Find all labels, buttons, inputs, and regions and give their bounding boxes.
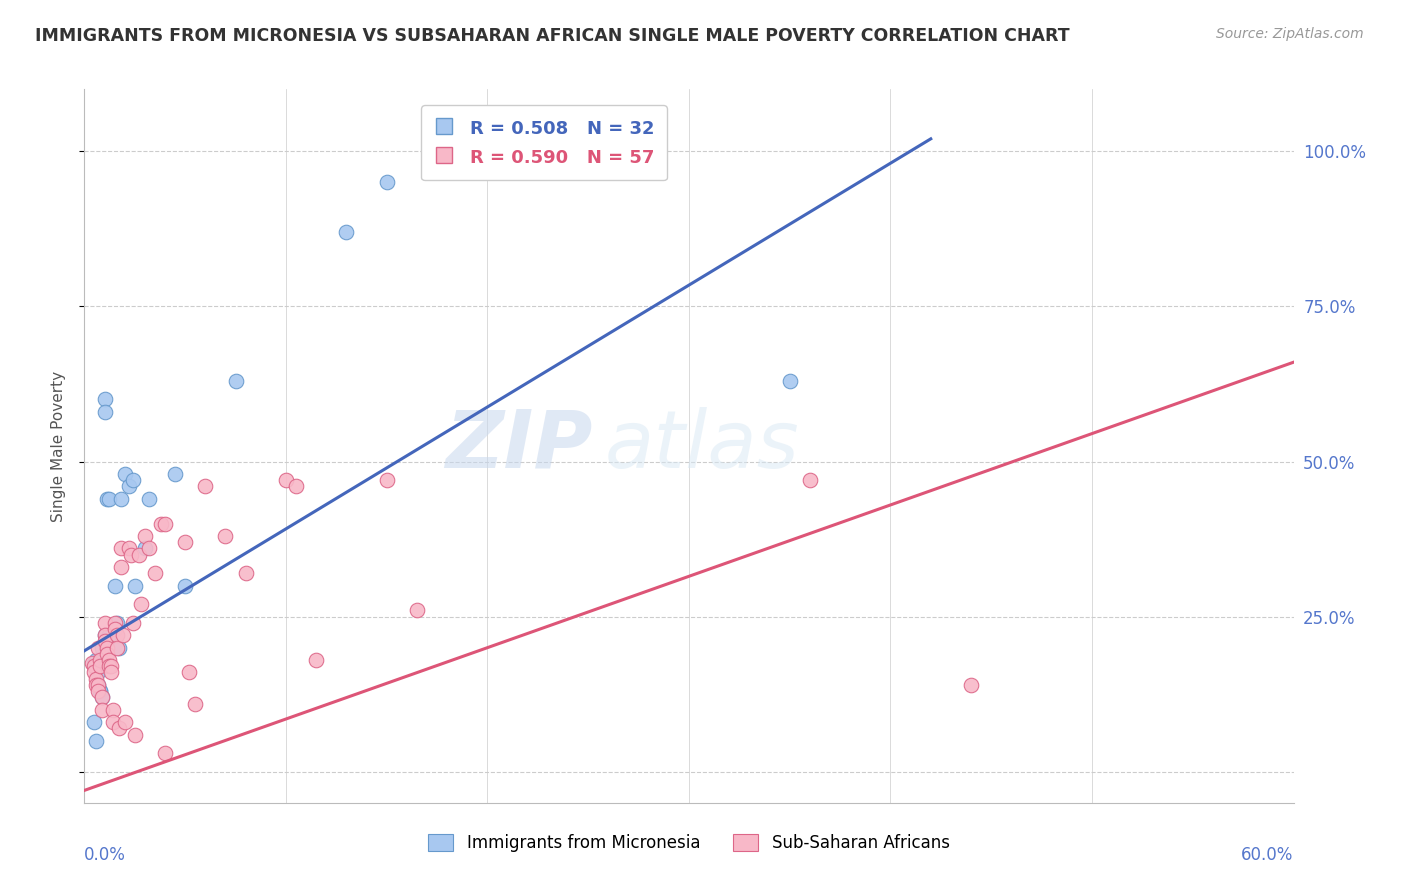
Point [799,473,821,487]
Point [114,467,136,481]
Point [100,659,122,673]
Point [96,491,118,506]
Point [83,656,105,670]
Text: 60.0%: 60.0% [1241,846,1294,863]
Point [86,653,108,667]
Point [82,656,104,670]
Point [134,529,156,543]
Point [89,684,111,698]
Point [149,516,172,531]
Point [91,703,114,717]
Point [87,640,110,655]
Point [111,628,134,642]
Point [93,634,115,648]
Point [174,535,197,549]
Point [375,175,398,189]
Point [86,678,108,692]
Point [87,678,110,692]
Text: Source: ZipAtlas.com: Source: ZipAtlas.com [1216,27,1364,41]
Point [89,653,111,667]
Point [118,479,141,493]
Point [93,628,115,642]
Point [93,615,115,630]
Point [124,727,146,741]
Point [134,541,156,556]
Point [89,684,111,698]
Point [104,615,127,630]
Point [225,374,247,388]
Point [121,473,143,487]
Point [174,579,197,593]
Point [406,603,429,617]
Point [86,733,108,747]
Point [179,665,201,680]
Point [87,684,110,698]
Text: ZIP: ZIP [444,407,592,485]
Point [97,628,120,642]
Point [105,628,128,642]
Point [114,715,136,730]
Point [105,640,128,655]
Point [107,722,129,736]
Point [91,640,114,655]
Point [153,746,176,760]
Point [153,516,176,531]
Point [104,622,127,636]
Point [93,392,115,407]
Point [194,479,217,493]
Point [100,665,122,680]
Text: IMMIGRANTS FROM MICRONESIA VS SUBSAHARAN AFRICAN SINGLE MALE POVERTY CORRELATION: IMMIGRANTS FROM MICRONESIA VS SUBSAHARAN… [35,27,1070,45]
Point [93,628,115,642]
Point [214,529,236,543]
Point [110,560,132,574]
Point [305,653,328,667]
Point [124,579,146,593]
Point [97,653,120,667]
Point [104,579,127,593]
Point [138,491,160,506]
Point [101,703,124,717]
Point [110,491,132,506]
Point [87,678,110,692]
Point [779,374,801,388]
Point [91,690,114,705]
Point [105,615,128,630]
Point [375,473,398,487]
Point [960,678,983,692]
Point [335,225,357,239]
Point [120,548,142,562]
Point [129,597,152,611]
Point [83,715,105,730]
Point [97,659,120,673]
Point [107,640,129,655]
Point [93,405,115,419]
Point [110,541,132,556]
Text: 0.0%: 0.0% [84,846,127,863]
Y-axis label: Single Male Poverty: Single Male Poverty [51,370,66,522]
Point [138,541,160,556]
Point [128,548,150,562]
Point [83,665,105,680]
Legend: Immigrants from Micronesia, Sub-Saharan Africans: Immigrants from Micronesia, Sub-Saharan … [422,827,956,859]
Point [83,659,105,673]
Point [101,715,124,730]
Point [86,672,108,686]
Point [118,541,141,556]
Point [96,640,118,655]
Point [121,615,143,630]
Point [89,659,111,673]
Point [235,566,257,581]
Point [184,697,207,711]
Point [91,690,114,705]
Point [97,491,120,506]
Point [87,665,110,680]
Point [285,479,308,493]
Point [143,566,166,581]
Text: atlas: atlas [605,407,799,485]
Point [274,473,297,487]
Point [96,647,118,661]
Point [165,467,187,481]
